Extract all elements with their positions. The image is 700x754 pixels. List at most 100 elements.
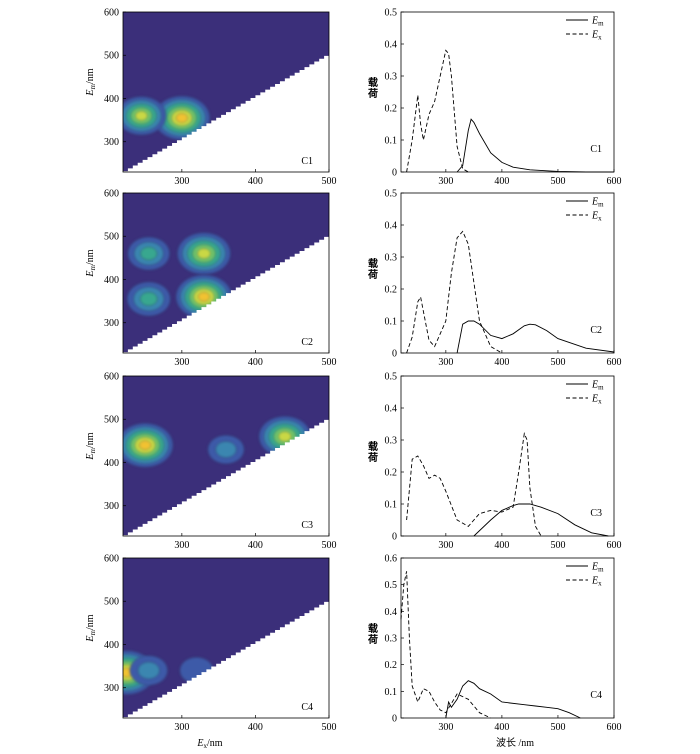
right-ytick-label: 0.4: [385, 221, 398, 232]
series-em-line: [473, 503, 609, 537]
loading-panel-c3: 0 0.1 0.2 0.3 0.4 0.5 300 400 500 600 Em Ex 载荷 C3: [367, 372, 622, 552]
right-ytick-label: 0.3: [385, 72, 398, 83]
right-xtick-label: 500: [550, 540, 565, 551]
left-ytick-label: 400: [104, 640, 119, 651]
right-ytick-label: 0.5: [385, 580, 398, 591]
left-ytick-label: 300: [104, 137, 119, 148]
right-ytick-label: 0.3: [385, 634, 398, 645]
series-ex-line: [400, 571, 491, 719]
right-ytick-label: 0: [392, 532, 397, 543]
contour-panel-c4: 300 400 500 600 300 400 500 Em/nm C4: [85, 554, 337, 734]
right-ytick-label: 0.3: [385, 253, 398, 264]
scatter-mask: [123, 234, 329, 353]
loading-panel-label: C1: [590, 144, 602, 155]
contour-panel-c2: 300 400 500 600 300 400 500 Em/nm C2: [85, 189, 337, 369]
right-ytick-label: 0: [392, 714, 397, 725]
legend-ex-label: Ex: [591, 576, 602, 588]
contour-panels: 300 400 500 600 300 400 500 Em/nm C1 300 400 500 600…: [85, 8, 337, 734]
right-xtick-label: 500: [550, 357, 565, 368]
scatter-mask: [123, 599, 329, 718]
contour-peak-1-level-4: [135, 110, 148, 121]
right-xtick-label: 500: [550, 722, 565, 733]
contour-panel-c1: 300 400 500 600 300 400 500 Em/nm C1: [85, 8, 337, 188]
left-ytick-label: 400: [104, 94, 119, 105]
right-ylabel: 载: [368, 440, 378, 453]
left-xtick-label: 300: [174, 722, 189, 733]
right-xtick-label: 600: [607, 722, 622, 733]
left-xtick-label: 500: [322, 540, 337, 551]
contour-peak-2-level-1: [215, 441, 237, 458]
right-xtick-label: 400: [494, 722, 509, 733]
right-xtick-label: 400: [494, 357, 509, 368]
legend-em-label: Em: [591, 197, 604, 209]
right-ytick-label: 0.2: [385, 660, 398, 671]
left-ytick-label: 400: [104, 275, 119, 286]
loading-panel-c2: 0 0.1 0.2 0.3 0.4 0.5 300 400 500 600 Em Ex 载荷 C2: [367, 189, 622, 369]
left-ytick-label: 400: [104, 458, 119, 469]
series-em-line: [456, 320, 615, 354]
right-ytick-label: 0.2: [385, 285, 398, 296]
series-ex-line: [406, 431, 542, 537]
left-ylabel: Em/nm: [85, 68, 97, 96]
left-xtick-label: 500: [322, 357, 337, 368]
left-xtick-label: 400: [248, 540, 263, 551]
loading-panel-label: C3: [590, 508, 602, 519]
left-ylabel: Em/nm: [85, 432, 97, 460]
contour-peak-1-level-5: [197, 292, 210, 302]
right-ytick-label: 0.3: [385, 436, 398, 447]
left-xtick-label: 500: [322, 176, 337, 187]
loading-panel-c1: 0 0.1 0.2 0.3 0.4 0.5 300 400 500 600 Em Ex 载荷 C1: [367, 8, 622, 188]
right-ylabel: 荷: [367, 633, 378, 646]
contour-peak-1-level-4: [278, 431, 292, 442]
left-ytick-label: 300: [104, 501, 119, 512]
left-xlabel: Ex/nm: [196, 738, 222, 750]
contour-frame: [122, 557, 330, 719]
right-ytick-label: 0.1: [385, 136, 398, 147]
right-xtick-label: 300: [438, 540, 453, 551]
contour-panel-label: C3: [301, 520, 313, 531]
series-em-line: [445, 680, 581, 719]
left-ytick-label: 500: [104, 232, 119, 243]
series-ex-line: [406, 49, 469, 173]
scatter-mask: [123, 53, 329, 172]
legend-ex-label: Ex: [591, 211, 602, 223]
right-ytick-label: 0.6: [385, 554, 398, 565]
right-ytick-label: 0.1: [385, 500, 398, 511]
right-ytick-label: 0: [392, 349, 397, 360]
contour-peak-0-level-5: [175, 113, 188, 123]
right-ylabel: 载: [368, 622, 378, 635]
right-ylabel: 荷: [367, 87, 378, 100]
right-ylabel: 荷: [367, 268, 378, 281]
legend-em-label: Em: [591, 562, 604, 574]
right-xtick-label: 300: [438, 357, 453, 368]
left-ylabel: Em/nm: [85, 614, 97, 642]
left-xtick-label: 400: [248, 722, 263, 733]
right-ylabel: 载: [368, 257, 378, 270]
right-xtick-label: 400: [494, 176, 509, 187]
right-ytick-label: 0.5: [385, 189, 398, 200]
left-ytick-label: 600: [104, 554, 119, 565]
right-xtick-label: 600: [607, 357, 622, 368]
left-xtick-label: 300: [174, 176, 189, 187]
scatter-mask: [123, 417, 329, 536]
contour-panel-label: C2: [301, 337, 313, 348]
loading-panel-label: C4: [590, 690, 602, 701]
right-xtick-label: 500: [550, 176, 565, 187]
contour-panel-label: C4: [301, 702, 313, 713]
right-ytick-label: 0.1: [385, 317, 398, 328]
loading-panel-label: C2: [590, 325, 602, 336]
right-ytick-label: 0.4: [385, 40, 398, 51]
right-xtick-label: 300: [438, 176, 453, 187]
left-xtick-label: 500: [322, 722, 337, 733]
left-xtick-label: 300: [174, 540, 189, 551]
left-ytick-label: 500: [104, 51, 119, 62]
right-ylabel: 载: [368, 76, 378, 89]
left-ytick-label: 600: [104, 8, 119, 19]
left-ylabel: Em/nm: [85, 249, 97, 277]
legend-em-label: Em: [591, 380, 604, 392]
contour-peak-0-level-5: [139, 440, 152, 450]
loading-frame: [400, 557, 615, 719]
right-ytick-label: 0.1: [385, 687, 398, 698]
right-ylabel: 荷: [367, 451, 378, 464]
